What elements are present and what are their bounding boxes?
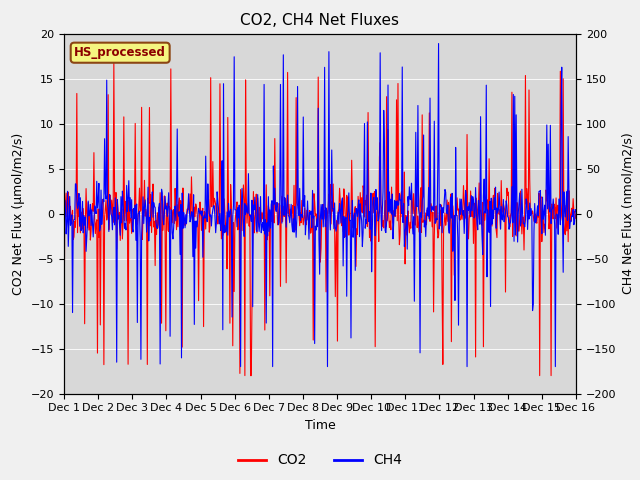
Y-axis label: CO2 Net Flux (μmol/m2/s): CO2 Net Flux (μmol/m2/s): [12, 132, 25, 295]
Text: HS_processed: HS_processed: [74, 46, 166, 59]
CH4: [435, 41, 442, 47]
CH4: [69, 219, 77, 225]
Y-axis label: CH4 Net Flux (nmol/m2/s): CH4 Net Flux (nmol/m2/s): [622, 133, 635, 294]
CH4: [60, 226, 68, 231]
CO2: [175, 200, 182, 206]
CH4: [174, 210, 182, 216]
Line: CH4: CH4: [64, 44, 576, 367]
CH4: [383, 219, 390, 225]
CO2: [383, 218, 391, 224]
Line: CO2: CO2: [64, 63, 576, 375]
CO2: [60, 351, 68, 357]
Legend: CO2, CH4: CO2, CH4: [232, 448, 408, 473]
CO2: [123, 218, 131, 224]
Title: CO2, CH4 Net Fluxes: CO2, CH4 Net Fluxes: [241, 13, 399, 28]
CO2: [69, 237, 77, 242]
CH4: [237, 364, 244, 370]
CO2: [202, 226, 209, 232]
X-axis label: Time: Time: [305, 419, 335, 432]
CH4: [201, 216, 209, 221]
CH4: [397, 210, 405, 216]
CH4: [122, 227, 130, 233]
CO2: [241, 372, 249, 378]
CO2: [399, 214, 406, 220]
CH4: [572, 209, 580, 215]
CO2: [110, 60, 118, 66]
CO2: [572, 212, 580, 217]
